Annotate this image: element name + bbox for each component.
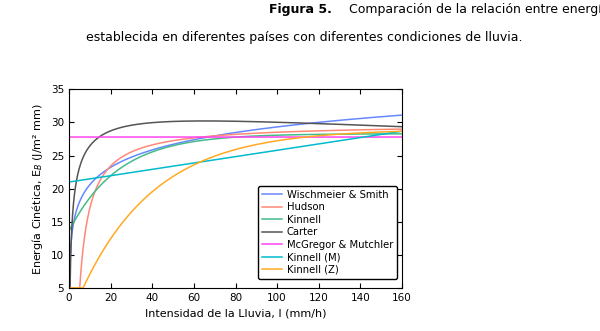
Carter [201, 119, 208, 123]
Wischmeier & Smith [392, 114, 399, 118]
McGregor & Mutchler [356, 135, 363, 139]
Kinnell (M) [124, 171, 131, 175]
X-axis label: Intensidad de la Lluvia, I (mm/h): Intensidad de la Lluvia, I (mm/h) [145, 308, 326, 318]
Kinnell [65, 229, 73, 233]
Wischmeier & Smith [193, 137, 200, 141]
Carter [124, 124, 131, 128]
McGregor & Mutchler [398, 135, 406, 139]
McGregor & Mutchler [208, 135, 215, 139]
Hudson [208, 134, 215, 138]
Kinnell (Z) [356, 131, 363, 135]
Kinnell [356, 132, 363, 136]
Kinnell [193, 139, 200, 143]
Carter [193, 119, 200, 123]
McGregor & Mutchler [65, 135, 73, 139]
Kinnell (M) [193, 161, 200, 165]
Hudson [104, 168, 111, 172]
Line: Kinnell (Z): Kinnell (Z) [69, 131, 402, 288]
Kinnell [208, 137, 215, 141]
Hudson [65, 286, 73, 290]
Carter [398, 125, 406, 129]
Wischmeier & Smith [398, 113, 406, 117]
McGregor & Mutchler [104, 135, 111, 139]
Text: Figura 5.: Figura 5. [269, 3, 331, 16]
Legend: Wischmeier & Smith, Hudson, Kinnell, Carter, McGregor & Mutchler, Kinnell (M), K: Wischmeier & Smith, Hudson, Kinnell, Car… [257, 186, 397, 279]
Carter [104, 130, 111, 134]
Wischmeier & Smith [356, 117, 363, 120]
Kinnell (Z) [392, 129, 399, 133]
Carter [392, 124, 399, 128]
Kinnell (M) [65, 180, 73, 184]
Kinnell (Z) [398, 129, 406, 133]
Line: Kinnell (M): Kinnell (M) [69, 131, 402, 182]
Hudson [392, 127, 399, 131]
McGregor & Mutchler [193, 135, 200, 139]
Kinnell [398, 132, 406, 136]
Kinnell [392, 132, 399, 136]
McGregor & Mutchler [392, 135, 399, 139]
Carter [208, 119, 215, 123]
Kinnell (Z) [104, 242, 111, 246]
Wischmeier & Smith [65, 286, 73, 290]
Line: Kinnell: Kinnell [69, 134, 402, 231]
Hudson [398, 127, 406, 131]
McGregor & Mutchler [124, 135, 131, 139]
Kinnell (M) [392, 130, 399, 134]
Line: Wischmeier & Smith: Wischmeier & Smith [69, 115, 402, 288]
Text: Comparación de la relación entre energía cinética e intensidad: Comparación de la relación entre energía… [345, 3, 600, 16]
Kinnell [124, 162, 131, 166]
Hudson [356, 128, 363, 132]
Kinnell (M) [104, 174, 111, 178]
Text: establecida en diferentes países con diferentes condiciones de lluvia.: establecida en diferentes países con dif… [78, 31, 522, 44]
Kinnell (Z) [193, 162, 200, 166]
Wischmeier & Smith [208, 134, 215, 138]
Wischmeier & Smith [124, 157, 131, 161]
Kinnell (Z) [124, 215, 131, 219]
Kinnell (M) [208, 158, 215, 162]
Kinnell (Z) [208, 156, 215, 160]
Kinnell [104, 177, 111, 181]
Line: Hudson: Hudson [69, 129, 402, 288]
Hudson [193, 136, 200, 140]
Line: Carter: Carter [69, 121, 402, 331]
Kinnell (M) [398, 129, 406, 133]
Hudson [124, 152, 131, 156]
Kinnell (M) [356, 136, 363, 140]
Y-axis label: Energía Cinética, E$_B$ (J/m² mm): Energía Cinética, E$_B$ (J/m² mm) [31, 103, 46, 275]
Wischmeier & Smith [104, 167, 111, 171]
Kinnell (Z) [65, 286, 73, 290]
Carter [356, 123, 364, 127]
